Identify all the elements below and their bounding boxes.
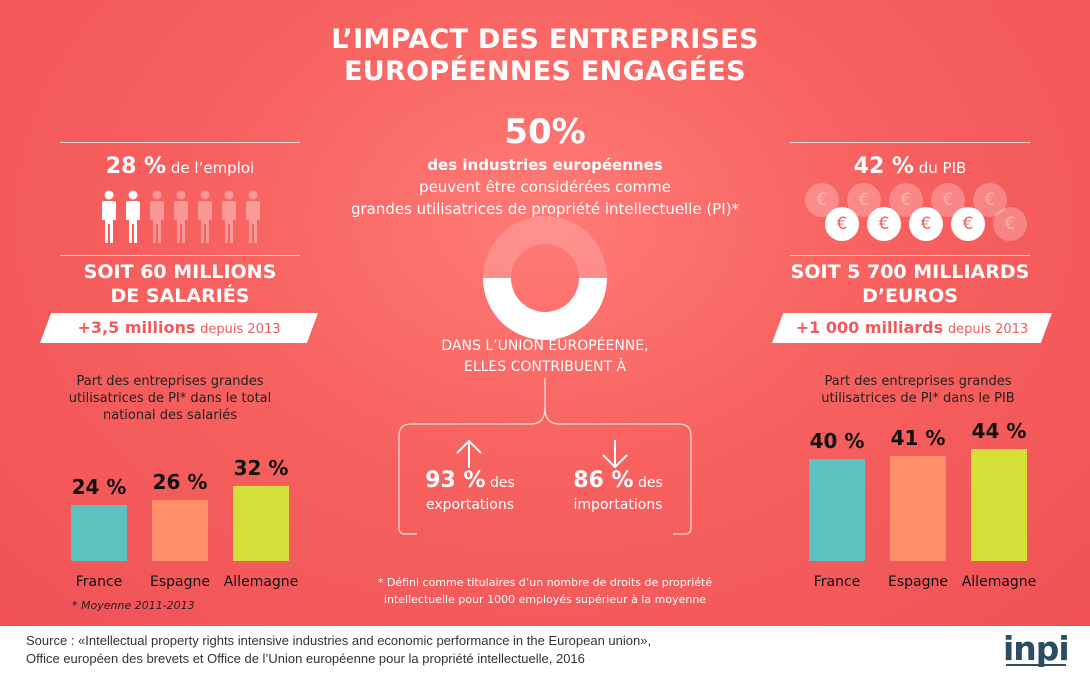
bar-espagne [890,456,946,561]
bar-category-label: Espagne [150,574,210,590]
bar-value-label: 41 % [890,426,946,451]
contribution-line-2: ELLES CONTRIBUENT À [463,359,627,375]
right-big-statement: SOIT 5 700 MILLIARDS D’EUROS [760,260,1060,308]
footer [0,626,1090,677]
right-big-line-2: D’EUROS [862,285,958,307]
page-title: L’IMPACT DES ENTREPRISES EUROPÉENNES ENG… [0,24,1090,88]
import-label: importations [573,497,663,513]
bar-category-label: Espagne [888,574,948,590]
person-icon [148,190,164,243]
import-value: 86 % [573,468,634,493]
title-line-1: L’IMPACT DES ENTREPRISES [331,24,759,55]
bar-allemagne [233,486,289,561]
definition-line-1: * Défini comme titulaires d’un nombre de… [377,576,713,589]
source-line-2: Office européen des brevets et Office de… [26,651,585,666]
left-caption-line-2: utilisatrices de PI* dans le total [68,391,272,406]
arrow-down-icon [602,440,628,469]
left-big-line-2: DE SALARIÉS [110,285,250,307]
import-stat: 86 % des importations [548,470,688,514]
bar-value-label: 26 % [152,470,208,495]
bar-value-label: 32 % [233,456,289,481]
right-chart-caption: Part des entreprises grandes utilisatric… [798,373,1038,407]
right-big-line-1: SOIT 5 700 MILLIARDS [790,261,1030,283]
left-banner-value: +3,5 millions [77,318,196,337]
bar-category-label: France [813,574,861,590]
definition-note: * Défini comme titulaires d’un nombre de… [330,574,760,608]
right-caption-line-1: Part des entreprises grandes [824,374,1012,389]
center-headline-text: des industries européennes peuvent être … [300,154,790,220]
person-icon [100,190,116,243]
source-citation: Source : «Intellectual property rights i… [26,632,651,668]
export-label: exportations [425,497,515,513]
center-headline-value: 50% [504,112,586,152]
contribution-line-1: DANS L’UNION EUROPÉENNE, [441,338,649,354]
donut-share-half [483,278,607,340]
euro-coin-icon: € [909,207,943,241]
left-big-line-1: SOIT 60 MILLIONS [83,261,277,283]
people-pictogram [100,190,270,246]
left-headline-text: de l’emploi [170,159,255,177]
right-headline: 42 % du PIB [770,152,1050,183]
right-top-divider [790,142,1030,143]
left-top-divider [60,142,300,143]
bar-value-label: 40 % [809,429,865,453]
import-des: des [637,475,663,491]
euro-coin-icon: € [867,207,901,241]
center-headline-line-2: peuvent être considérées comme [419,178,671,196]
bar-value-label: 44 % [971,418,1027,443]
left-mid-divider [60,255,300,256]
bar-france [809,459,865,561]
euro-coin-icon: € [993,207,1027,241]
right-headline-value: 42 % [853,154,914,179]
euro-coins-pictogram: € € € € € € € € € € [800,183,1030,245]
export-stat: 93 % des exportations [400,470,540,514]
contribution-bracket [398,378,692,535]
right-caption-line-2: utilisatrices de PI* dans le PIB [821,391,1015,406]
right-banner-text: depuis 2013 [947,322,1029,337]
right-headline-text: du PIB [918,159,967,177]
bar-allemagne [971,448,1027,561]
bar-value-label: 24 % [71,475,127,500]
left-growth-banner: +3,5 millions depuis 2013 [40,313,318,343]
euro-coin-icon: € [825,207,859,241]
donut-remaining-half [483,216,607,278]
right-mid-divider [790,255,1030,256]
person-icon [124,190,140,243]
bar-category-label: Allemagne [223,574,299,590]
donut-chart [483,216,607,340]
left-caption-line-3: national des salariés [102,408,238,423]
bar-france [71,505,127,561]
person-icon [244,190,260,243]
person-icon [220,190,236,243]
left-chart-caption: Part des entreprises grandes utilisatric… [50,373,290,424]
bar-category-label: France [75,574,123,590]
definition-line-2: intellectuelle pour 1000 employés supéri… [383,593,707,606]
left-headline-value: 28 % [105,154,167,179]
left-headline: 28 % de l’emploi [40,152,320,183]
title-line-2: EUROPÉENNES ENGAGÉES [344,56,746,87]
person-icon [172,190,188,243]
bar-category-label: Allemagne [961,574,1037,590]
person-icon [196,190,212,243]
right-growth-banner: +1 000 milliards depuis 2013 [772,313,1052,343]
right-banner-value: +1 000 milliards [795,318,944,337]
left-footnote: * Moyenne 2011-2013 [72,599,195,612]
left-caption-line-1: Part des entreprises grandes [76,374,264,389]
euro-coin-icon: € [951,207,985,241]
left-banner-text: depuis 2013 [200,322,281,337]
inpi-logo: inpi [1003,629,1070,668]
source-line-1: Source : «Intellectual property rights i… [26,633,652,648]
contribution-heading: DANS L’UNION EUROPÉENNE, ELLES CONTRIBUE… [395,336,695,378]
export-des: des [489,475,515,491]
center-headline-line-3: grandes utilisatrices de propriété intel… [350,200,740,218]
arrow-up-icon [456,439,482,468]
left-big-statement: SOIT 60 MILLIONS DE SALARIÉS [40,260,320,308]
center-headline-bold: des industries européennes [427,156,663,174]
inpi-logo-underline [1006,664,1066,666]
export-value: 93 % [425,468,486,493]
bar-espagne [152,500,208,561]
